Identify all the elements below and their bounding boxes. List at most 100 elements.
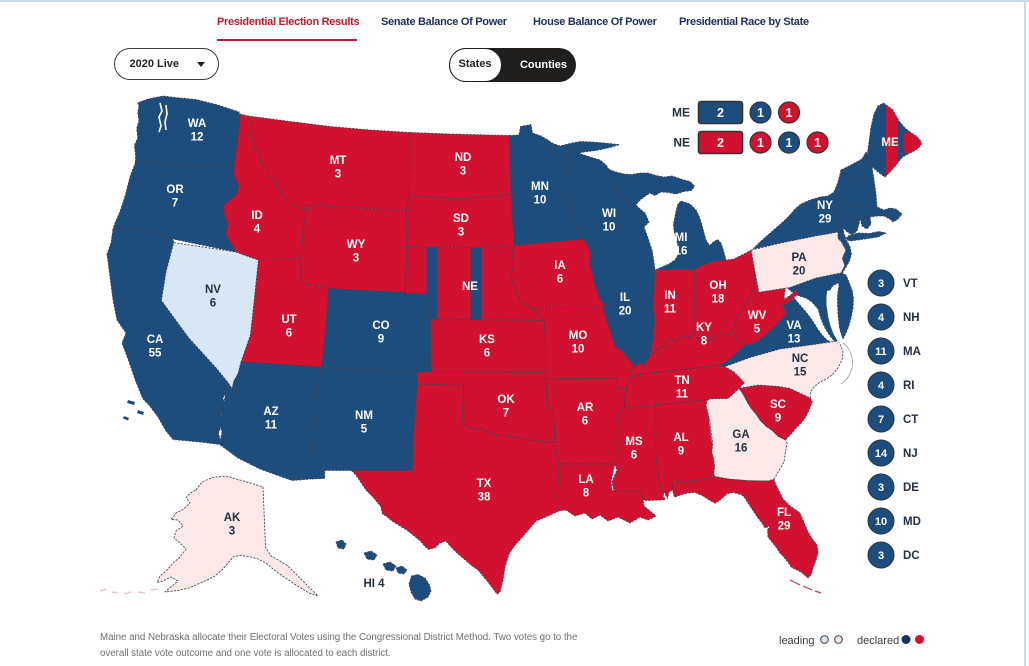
svg-text:MO: MO [569,330,588,342]
svg-text:3: 3 [460,166,466,178]
svg-text:ME: ME [881,137,899,149]
svg-text:7: 7 [878,414,884,426]
svg-text:6: 6 [286,328,292,340]
svg-text:HI 4: HI 4 [363,578,385,590]
svg-text:AZ: AZ [263,406,278,418]
svg-text:UT: UT [281,314,296,326]
svg-text:6: 6 [210,298,216,310]
svg-text:NE: NE [673,136,690,150]
svg-text:FL: FL [777,507,791,519]
svg-text:NM: NM [355,410,373,422]
svg-text:WY: WY [347,239,366,251]
svg-text:7: 7 [503,408,509,420]
svg-text:38: 38 [478,492,491,504]
svg-text:20: 20 [619,306,632,318]
svg-text:10: 10 [572,344,585,356]
svg-text:IL: IL [620,292,630,304]
svg-text:10: 10 [534,195,547,207]
svg-text:6: 6 [484,348,490,360]
svg-text:CT: CT [903,414,918,426]
svg-text:MT: MT [330,155,347,167]
svg-text:5: 5 [361,424,368,436]
svg-text:8: 8 [583,488,590,500]
svg-text:NY: NY [817,200,833,212]
svg-text:AK: AK [224,512,241,524]
svg-text:IN: IN [664,290,676,302]
svg-text:DC: DC [903,550,920,562]
svg-text:GA: GA [732,429,749,441]
svg-text:PA: PA [791,252,806,264]
svg-text:AR: AR [577,402,594,414]
svg-text:NJ: NJ [903,448,918,460]
svg-text:9: 9 [775,413,781,425]
svg-text:3: 3 [458,227,464,239]
svg-text:4: 4 [254,224,261,236]
svg-text:10: 10 [603,222,616,234]
svg-text:WV: WV [748,310,767,322]
svg-text:MA: MA [903,346,921,358]
svg-text:29: 29 [819,214,832,226]
svg-text:12: 12 [191,132,204,144]
svg-text:9: 9 [378,334,384,346]
svg-text:1: 1 [757,136,764,150]
svg-text:11: 11 [875,346,887,358]
svg-text:VT: VT [903,278,918,290]
svg-text:29: 29 [778,521,791,533]
svg-text:NH: NH [903,312,920,324]
svg-text:TN: TN [674,375,689,387]
svg-text:2: 2 [717,106,724,120]
svg-text:declared: declared [857,635,899,647]
svg-text:leading: leading [779,635,814,647]
svg-text:OH: OH [709,280,726,292]
svg-text:4: 4 [878,380,885,392]
svg-text:3: 3 [878,550,884,562]
svg-text:OK: OK [497,394,515,406]
svg-text:MI: MI [675,232,688,244]
svg-text:1: 1 [786,106,793,120]
svg-text:6: 6 [631,450,637,462]
svg-text:KS: KS [479,334,495,346]
svg-text:4: 4 [878,312,885,324]
svg-text:11: 11 [676,389,689,401]
svg-text:6: 6 [582,416,588,428]
svg-text:16: 16 [735,443,748,455]
svg-text:SD: SD [453,213,469,225]
svg-text:15: 15 [794,367,807,379]
svg-text:OR: OR [166,184,184,196]
svg-text:SC: SC [770,399,786,411]
svg-text:KY: KY [696,322,712,334]
svg-text:NE: NE [462,281,478,293]
svg-text:NV: NV [205,284,221,296]
svg-text:1: 1 [814,136,821,150]
svg-text:LA: LA [578,474,593,486]
svg-text:IA: IA [554,260,566,272]
svg-text:13: 13 [788,334,801,346]
svg-text:7: 7 [172,198,178,210]
svg-text:3: 3 [335,169,341,181]
svg-text:1: 1 [757,106,764,120]
svg-text:CO: CO [372,320,389,332]
svg-text:11: 11 [265,420,278,432]
svg-text:9: 9 [678,446,684,458]
svg-text:55: 55 [149,348,162,360]
svg-text:NC: NC [792,353,809,365]
svg-text:DE: DE [903,482,919,494]
svg-text:8: 8 [701,336,708,348]
svg-text:14: 14 [875,448,888,460]
svg-text:WA: WA [188,118,207,130]
svg-text:ND: ND [455,152,472,164]
svg-text:18: 18 [712,294,725,306]
svg-text:3: 3 [878,278,884,290]
svg-text:ME: ME [672,106,690,120]
svg-text:AL: AL [673,432,688,444]
svg-text:5: 5 [754,324,761,336]
svg-text:1: 1 [786,136,793,150]
svg-text:3: 3 [878,482,884,494]
svg-text:MS: MS [625,436,643,448]
svg-text:TX: TX [477,478,492,490]
svg-text:3: 3 [229,526,235,538]
svg-text:RI: RI [903,380,915,392]
svg-text:CA: CA [147,334,164,346]
svg-text:2: 2 [717,136,724,150]
svg-text:MD: MD [903,516,921,528]
